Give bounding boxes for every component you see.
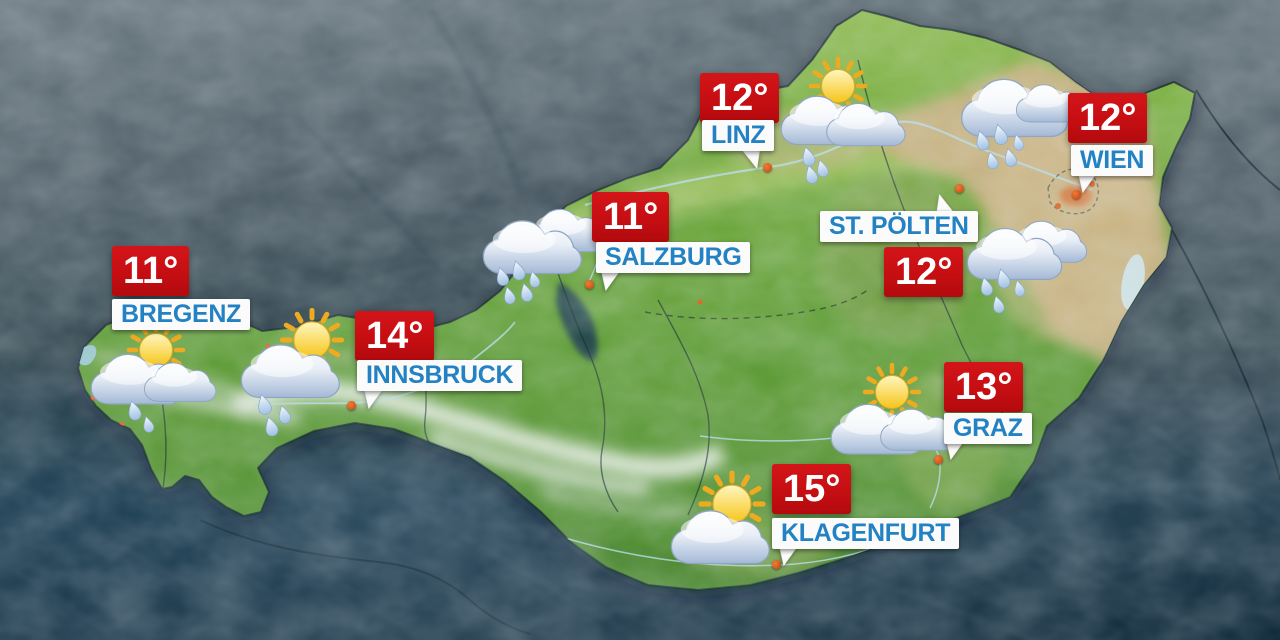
location-marker (1072, 190, 1081, 199)
temperature-badge: 14° (355, 311, 435, 361)
clouds-rain-icon (960, 78, 1086, 171)
location-marker (772, 560, 781, 569)
temperature-badge: 13° (944, 362, 1024, 412)
location-marker (347, 401, 356, 410)
clouds-rain-icon (966, 220, 1088, 315)
city-name-badge: GRAZ (944, 413, 1032, 444)
sun-cloud-icon (670, 478, 770, 565)
temperature-badge: 11° (112, 246, 190, 296)
city-name-badge: LINZ (702, 120, 775, 151)
city-name-badge: WIEN (1071, 145, 1154, 176)
city-name-badge: BREGENZ (112, 299, 251, 330)
temperature-badge: 12° (884, 247, 964, 297)
sun-clouds-rain-icon (780, 62, 906, 186)
location-marker (955, 184, 964, 193)
city-name-badge: SALZBURG (596, 242, 751, 273)
sun-clouds-icon (830, 370, 958, 455)
city-name-badge: KLAGENFURT (772, 518, 960, 549)
temperature-badge: 12° (1068, 93, 1148, 143)
temperature-badge: 11° (592, 192, 670, 242)
clouds-rain-icon (482, 208, 608, 306)
sun-cloud-rain-icon (240, 306, 350, 438)
temperature-badge: 12° (700, 73, 780, 123)
location-marker (585, 280, 594, 289)
city-name-badge: INNSBRUCK (357, 360, 523, 391)
city-name-badge: ST. PÖLTEN (820, 211, 978, 242)
location-marker (763, 163, 772, 172)
location-marker (934, 455, 943, 464)
temperature-badge: 15° (772, 464, 852, 514)
sun-clouds-rain-icon (90, 314, 217, 434)
